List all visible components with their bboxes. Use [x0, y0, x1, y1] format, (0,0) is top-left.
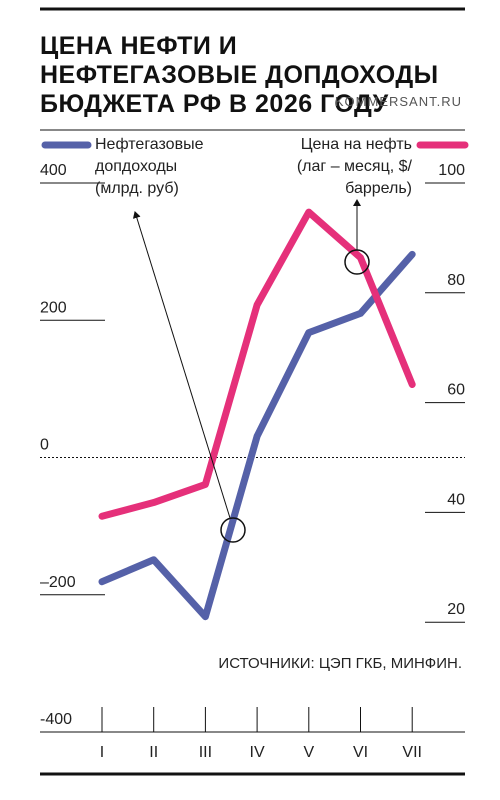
x-tick-label: V: [303, 744, 314, 761]
legend-label: Цена на нефть (лаг – месяц, $/баррель): [296, 136, 412, 197]
y-tick-label: 0: [40, 437, 49, 454]
x-tick-label: VII: [402, 744, 422, 761]
y-tick-label: –200: [40, 574, 76, 591]
series-line: [98, 208, 416, 520]
source-note: ИСТОЧНИКИ: ЦЭП ГКБ, МИНФИН.: [218, 655, 462, 672]
y2-tick-label: 80: [447, 272, 465, 289]
y-tick-label: -400: [40, 711, 72, 728]
series-line: [98, 250, 416, 621]
x-tick-label: II: [149, 744, 158, 761]
legend-label: Нефтегазовые допдоходы (млрд. руб): [95, 136, 204, 197]
chart-title: ЦЕНА НЕФТИ И НЕФТЕГАЗОВЫЕ ДОПДОХОДЫ БЮДЖ…: [40, 32, 439, 118]
source-brand: KOMMERSANT.RU: [334, 94, 462, 109]
x-tick-label: IV: [250, 744, 265, 761]
y2-tick-label: 100: [438, 162, 465, 179]
y-tick-label: 200: [40, 299, 67, 316]
x-tick-label: I: [100, 744, 104, 761]
x-tick-label: III: [199, 744, 212, 761]
y-tick-label: 400: [40, 162, 67, 179]
x-tick-label: VI: [353, 744, 368, 761]
y2-tick-label: 60: [447, 382, 465, 399]
y2-tick-label: 20: [447, 601, 465, 618]
annotation-arrow: [132, 211, 231, 519]
y2-tick-label: 40: [447, 491, 465, 508]
highlight-circle: [220, 517, 246, 543]
